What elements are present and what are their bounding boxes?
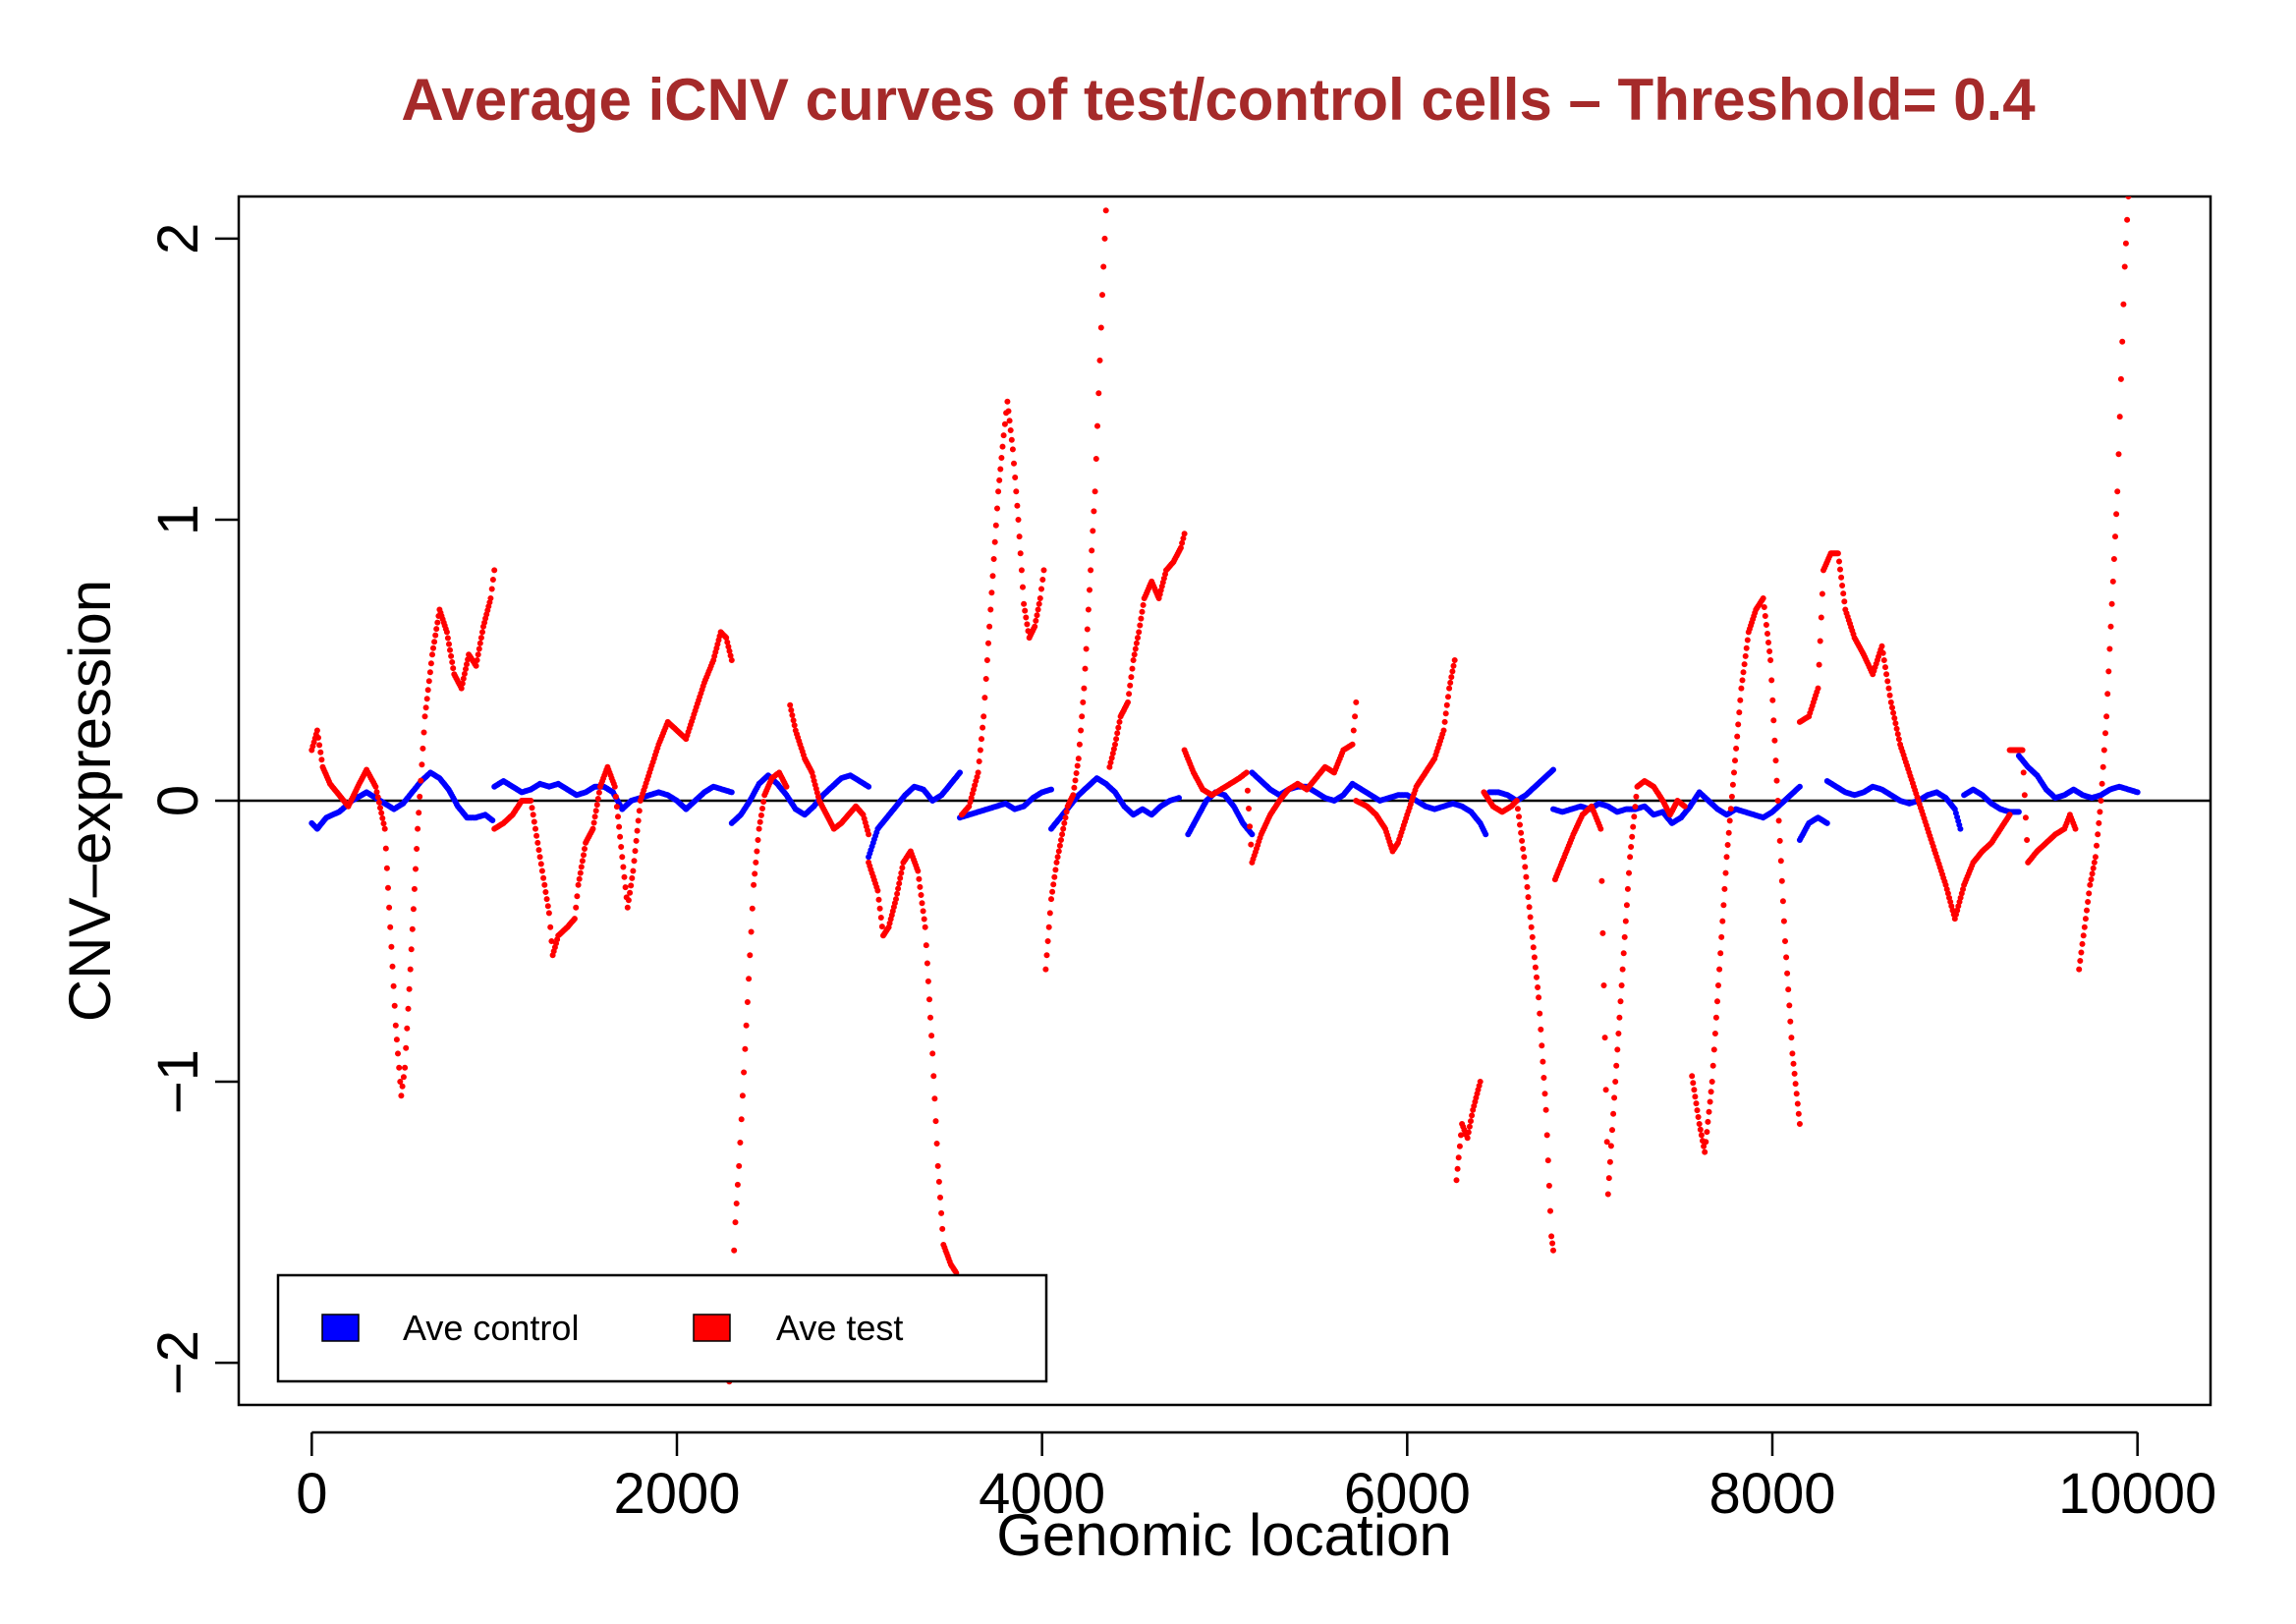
- series-segment: [1823, 778, 1964, 832]
- y-axis: −2 −1 0 1 2: [146, 223, 239, 1395]
- x-tick-label: 8000: [1708, 1462, 1835, 1526]
- x-axis-label: Genomic location: [996, 1502, 1452, 1568]
- series-segment: [1551, 778, 1688, 1198]
- series-segment: [2076, 196, 2132, 973]
- legend-label-control: Ave control: [403, 1308, 579, 1348]
- legend-label-test: Ave test: [776, 1308, 903, 1348]
- series-segment: [1106, 531, 1188, 770]
- y-tick-label: −1: [146, 1049, 210, 1114]
- legend-swatch-control: [321, 1314, 360, 1342]
- y-axis-label: CNV–expression: [57, 580, 123, 1022]
- series-segment: [1042, 207, 1109, 973]
- series-segment: [866, 769, 964, 861]
- y-tick-label: −2: [146, 1330, 210, 1395]
- series-test: [308, 196, 2132, 1385]
- series-segment: [728, 772, 872, 826]
- y-tick-label: 2: [146, 223, 210, 254]
- x-tick-label: 6000: [1344, 1462, 1471, 1526]
- series-segment: [958, 398, 1047, 818]
- series-segment: [787, 701, 872, 838]
- series-segment: [2015, 753, 2141, 802]
- x-tick-label: 10000: [2058, 1462, 2216, 1526]
- series-segment: [2006, 747, 2079, 866]
- series-segment: [1249, 769, 1489, 838]
- series-layer: [308, 196, 2141, 1385]
- series-segment: [1689, 595, 1803, 1155]
- series-segment: [491, 629, 735, 959]
- series-segment: [1181, 699, 1360, 866]
- x-tick-label: 4000: [979, 1462, 1105, 1526]
- series-segment: [1353, 657, 1458, 855]
- series-segment: [308, 567, 498, 1099]
- y-tick-label: 0: [146, 785, 210, 816]
- legend-swatch-test: [693, 1314, 731, 1342]
- chart-title: Average iCNV curves of test/control cell…: [401, 67, 2036, 133]
- series-segment: [1185, 789, 1256, 838]
- series-segment: [1796, 814, 1830, 843]
- y-tick-label: 1: [146, 504, 210, 535]
- series-segment: [957, 786, 1055, 821]
- x-tick-label: 2000: [613, 1462, 740, 1526]
- series-segment: [1961, 786, 2022, 815]
- series-segment: [1796, 550, 2013, 923]
- series-control: [308, 753, 2141, 861]
- series-segment: [726, 769, 790, 1385]
- x-tick-label: 0: [296, 1462, 327, 1526]
- legend: Ave control Ave test: [276, 1273, 1048, 1383]
- series-segment: [866, 848, 960, 1276]
- series-segment: [1453, 1079, 1484, 1184]
- series-segment: [1486, 766, 1557, 804]
- legend-box: [276, 1273, 1048, 1383]
- series-segment: [1481, 789, 1557, 1254]
- x-axis: 0 2000 4000 6000 8000 10000: [296, 1430, 2216, 1526]
